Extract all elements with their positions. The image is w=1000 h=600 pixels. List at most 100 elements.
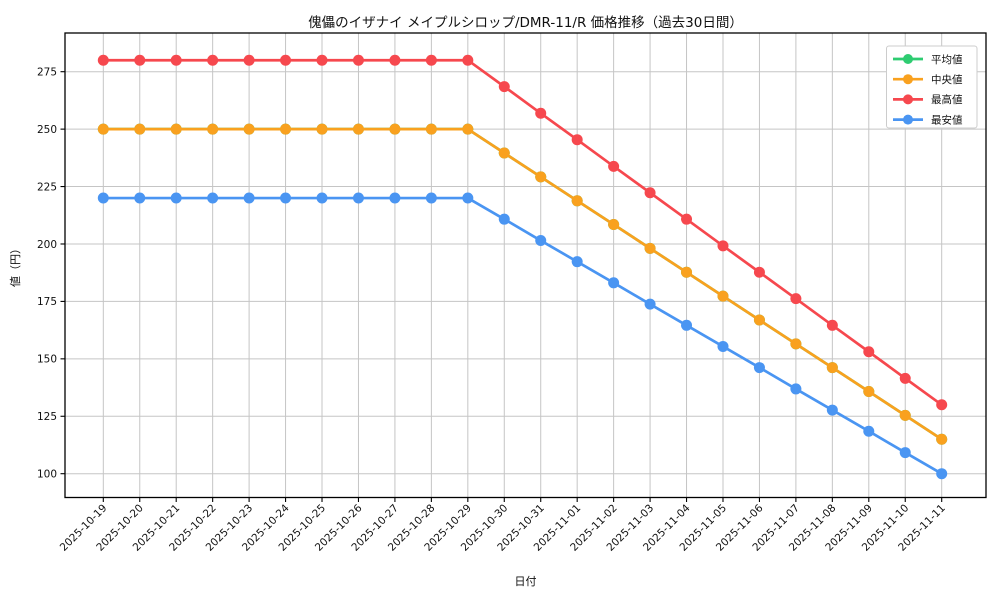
- series-max-marker: [936, 399, 948, 411]
- series-min-line: [103, 196, 943, 475]
- series-min-marker: [134, 192, 146, 204]
- series-max-marker: [608, 160, 620, 172]
- series-median-marker: [644, 242, 656, 254]
- series-median-marker: [425, 123, 437, 135]
- legend-marker-sample: [903, 94, 913, 105]
- legend-item-median: 中央値: [893, 73, 963, 86]
- series-median-marker: [826, 362, 838, 374]
- series-max-marker: [97, 54, 109, 66]
- series-min-marker: [207, 192, 219, 204]
- series-average-line: [103, 127, 943, 441]
- series-median-marker: [170, 123, 182, 135]
- y-tick-label: 100: [37, 469, 57, 481]
- legend-label: 最高値: [931, 93, 963, 106]
- series-max-marker: [681, 213, 693, 225]
- series-median-line: [103, 127, 943, 441]
- series-median-marker: [243, 123, 255, 135]
- series-median-marker: [681, 266, 693, 278]
- series-max-marker: [389, 54, 401, 66]
- series-max-marker: [425, 54, 437, 66]
- series-median-marker: [571, 195, 583, 207]
- series-min-marker: [826, 404, 838, 416]
- y-tick-label: 175: [37, 296, 57, 308]
- series-min-marker: [753, 362, 765, 374]
- legend-label: 最安値: [931, 113, 963, 126]
- series-min-marker: [316, 192, 328, 204]
- series-min-marker: [571, 256, 583, 268]
- series-median-marker: [790, 338, 802, 350]
- series-max-marker: [753, 266, 765, 278]
- y-tick-label: 275: [37, 67, 57, 79]
- series-min-marker: [608, 277, 620, 289]
- series-max-line: [103, 58, 943, 406]
- legend-label: 中央値: [931, 73, 963, 86]
- series-median-marker: [316, 123, 328, 135]
- legend-marker-sample: [903, 114, 913, 125]
- legend-marker-sample: [903, 54, 913, 64]
- series-max-marker: [498, 81, 510, 93]
- series-min-marker: [280, 192, 292, 204]
- series-min-marker: [170, 192, 182, 204]
- series-median-marker: [97, 123, 109, 135]
- series-max-marker: [243, 54, 255, 66]
- legend-label: 平均値: [931, 53, 963, 66]
- series-average: [97, 123, 948, 445]
- series-max-marker: [316, 54, 328, 66]
- series-max-marker: [571, 134, 583, 146]
- series-max-marker: [462, 54, 474, 66]
- series-min-marker: [717, 340, 729, 352]
- series-median-marker: [753, 314, 765, 326]
- series-min-marker: [936, 468, 948, 480]
- y-tick-label: 150: [37, 354, 57, 366]
- series-median-marker: [389, 123, 401, 135]
- y-tick-label: 125: [37, 411, 57, 423]
- series-max-marker: [717, 240, 729, 252]
- series-max: [97, 54, 948, 411]
- grid: [65, 33, 986, 498]
- legend-marker-sample: [903, 74, 913, 85]
- series-min-marker: [863, 425, 875, 437]
- y-tick-label: 250: [37, 124, 57, 136]
- series-median-marker: [535, 171, 547, 183]
- plot-border: [64, 32, 987, 499]
- series-max-marker: [826, 319, 838, 331]
- y-tick-label: 200: [37, 239, 57, 251]
- series-median-marker: [498, 147, 510, 159]
- y-axis: 100 125 150 175 200 225 250 275: [37, 67, 65, 481]
- series-max-marker: [352, 54, 364, 66]
- legend-box: [886, 45, 978, 129]
- series-max-marker: [863, 346, 875, 358]
- series-min-marker: [681, 319, 693, 331]
- series-min-marker: [462, 192, 474, 204]
- legend-item-max: 最高値: [893, 93, 963, 106]
- series-min-marker: [243, 192, 255, 204]
- series-min-marker: [498, 213, 510, 225]
- series-min: [97, 192, 948, 480]
- series-median-marker: [608, 218, 620, 230]
- series-min-marker: [899, 447, 911, 459]
- x-axis: 2025-10-192025-10-202025-10-212025-10-22…: [58, 497, 948, 554]
- series-max-marker: [280, 54, 292, 66]
- series-max-marker: [644, 187, 656, 199]
- series-min-marker: [389, 192, 401, 204]
- series-min-marker: [97, 192, 109, 204]
- chart-title: 傀儡のイザナイ メイプルシロップ/DMR-11/R 価格推移（過去30日間）: [308, 15, 743, 31]
- legend-item-min: 最安値: [893, 113, 963, 126]
- y-tick-label: 225: [37, 181, 57, 193]
- series-max-marker: [790, 293, 802, 305]
- series-min-marker: [535, 235, 547, 247]
- series-median-marker: [863, 385, 875, 397]
- series-min-marker: [644, 298, 656, 310]
- series-max-marker: [134, 54, 146, 66]
- series-median-marker: [134, 123, 146, 135]
- series-median: [97, 123, 948, 445]
- series-max-marker: [535, 107, 547, 119]
- series-median-marker: [207, 123, 219, 135]
- series-median-marker: [717, 290, 729, 302]
- series-median-marker: [899, 409, 911, 421]
- series-median-marker: [352, 123, 364, 135]
- x-axis-label: 日付: [514, 575, 537, 588]
